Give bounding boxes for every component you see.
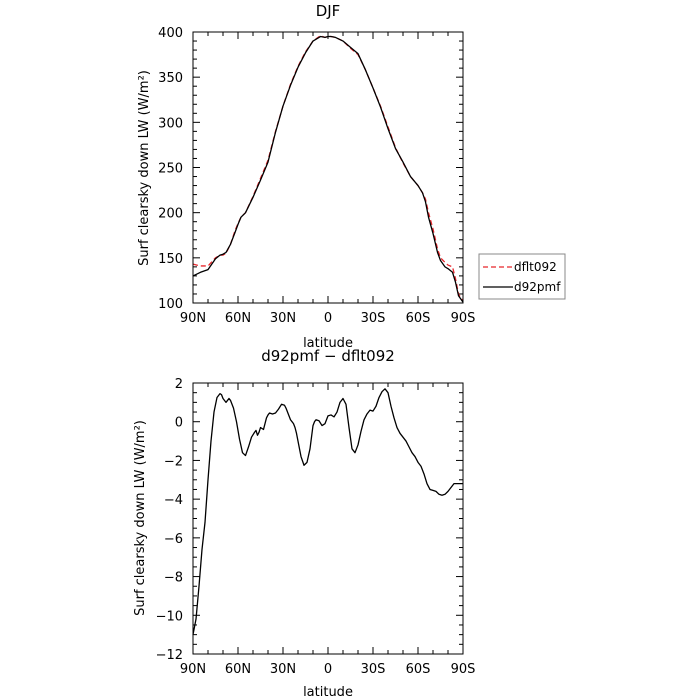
top-x-tick-label: 90S — [451, 311, 476, 326]
legend-label-dflt092: dflt092 — [514, 260, 557, 274]
bottom-plot-frame — [192, 382, 464, 655]
bottom-y-tick-label: 0 — [175, 416, 183, 431]
bottom-y-tick-label: −8 — [164, 571, 183, 586]
top-x-tick-label: 30S — [361, 311, 386, 326]
top-y-tick-label: 400 — [158, 26, 183, 41]
bottom-x-tick-label: 60S — [406, 662, 431, 677]
top-ticks — [192, 31, 464, 304]
bottom-x-tick-label: 90S — [451, 662, 476, 677]
top-x-tick-label: 0 — [324, 311, 332, 326]
bottom-x-tick-label: 60N — [225, 662, 251, 677]
panel-top: DJF 90N 60N 30N 0 30S 60S 90S 100 150 200 250 300 3… — [137, 2, 566, 351]
bottom-y-tick-labels: −12 −10 −8 −6 −4 −2 0 2 — [156, 377, 183, 663]
bottom-y-tick-label: −10 — [156, 609, 183, 624]
bottom-series-line-s0 — [192, 388, 463, 635]
bottom-series — [192, 388, 463, 635]
top-y-tick-label: 200 — [158, 207, 183, 222]
top-title: DJF — [316, 2, 341, 20]
bottom-y-tick-label: 2 — [175, 377, 183, 392]
top-y-tick-labels: 100 150 200 250 300 350 400 — [158, 26, 183, 312]
bottom-y-tick-label: −12 — [156, 648, 183, 663]
top-series-line-dflt092 — [192, 34, 464, 302]
top-x-axis-label: latitude — [303, 336, 353, 351]
top-y-tick-label: 350 — [158, 71, 183, 86]
bottom-x-tick-label: 30S — [361, 662, 386, 677]
top-y-tick-label: 100 — [158, 297, 183, 312]
legend: dflt092 d92pmf — [478, 253, 566, 300]
top-y-axis-label: Surf clearsky down LW (W/m²) — [137, 70, 152, 266]
bottom-title: d92pmf − dflt092 — [261, 347, 395, 365]
top-x-tick-labels: 90N 60N 30N 0 30S 60S 90S — [180, 311, 476, 326]
bottom-y-axis-label: Surf clearsky down LW (W/m²) — [133, 420, 148, 616]
legend-box — [478, 253, 566, 300]
top-x-tick-label: 90N — [180, 311, 206, 326]
bottom-y-tick-label: −6 — [164, 532, 183, 547]
bottom-y-tick-label: −2 — [164, 454, 183, 469]
top-series-line-d92pmf — [192, 35, 464, 303]
bottom-x-tick-label: 0 — [324, 662, 332, 677]
top-plot-frame — [192, 31, 464, 304]
bottom-x-axis-label: latitude — [303, 685, 353, 700]
legend-label-d92pmf: d92pmf — [514, 280, 561, 294]
top-y-tick-label: 300 — [158, 116, 183, 131]
top-x-tick-label: 60N — [225, 311, 251, 326]
bottom-x-tick-label: 30N — [270, 662, 296, 677]
bottom-x-tick-labels: 90N 60N 30N 0 30S 60S 90S — [180, 662, 476, 677]
bottom-ticks — [192, 382, 464, 655]
bottom-x-tick-label: 90N — [180, 662, 206, 677]
bottom-y-tick-label: −4 — [164, 493, 183, 508]
top-series — [192, 34, 464, 303]
top-x-tick-label: 30N — [270, 311, 296, 326]
top-y-tick-label: 250 — [158, 162, 183, 177]
top-x-tick-label: 60S — [406, 311, 431, 326]
top-y-tick-label: 150 — [158, 252, 183, 267]
panel-bottom: d92pmf − dflt092 90N 60N 30N 0 30S 60S 90S −12… — [133, 347, 475, 700]
